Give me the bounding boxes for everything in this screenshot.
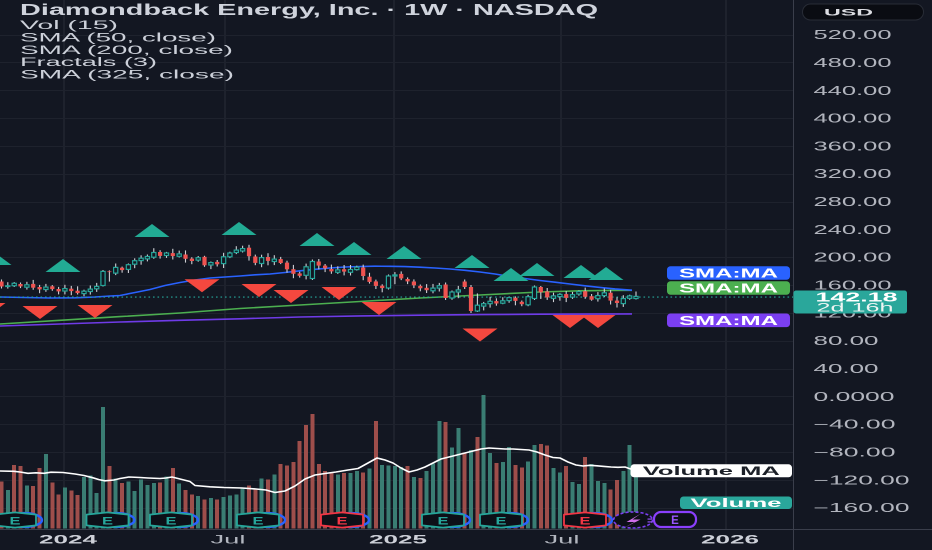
svg-text:SMA (325, close): SMA (325, close) xyxy=(20,70,234,82)
svg-text:−160.00: −160.00 xyxy=(814,501,910,515)
svg-text:USD: USD xyxy=(824,8,873,19)
svg-text:240.00: 240.00 xyxy=(814,223,892,237)
svg-text:E: E xyxy=(438,516,449,528)
svg-text:SMA:MA: SMA:MA xyxy=(679,267,778,281)
svg-text:Volume: Volume xyxy=(691,498,782,510)
svg-text:SMA (50, close): SMA (50, close) xyxy=(20,33,216,45)
svg-text:280.00: 280.00 xyxy=(814,195,892,209)
svg-text:SMA:MA: SMA:MA xyxy=(679,282,778,296)
svg-text:2026: 2026 xyxy=(701,533,760,547)
svg-text:80.00: 80.00 xyxy=(814,334,879,348)
svg-text:Jul: Jul xyxy=(211,533,246,547)
svg-text:Jul: Jul xyxy=(545,533,580,547)
svg-text:480.00: 480.00 xyxy=(814,56,892,70)
svg-text:Fractals (3): Fractals (3) xyxy=(20,57,157,69)
svg-text:0.0000: 0.0000 xyxy=(814,390,895,404)
svg-text:E: E xyxy=(253,516,264,528)
svg-text:2025: 2025 xyxy=(369,533,428,547)
svg-text:E: E xyxy=(166,516,177,528)
svg-text:−40.00: −40.00 xyxy=(814,418,896,432)
svg-text:440.00: 440.00 xyxy=(814,84,892,98)
svg-text:142.18: 142.18 xyxy=(816,291,898,305)
svg-text:E: E xyxy=(496,516,507,528)
svg-text:Volume MA: Volume MA xyxy=(643,466,780,478)
svg-text:E: E xyxy=(580,516,591,528)
svg-text:160.00: 160.00 xyxy=(814,279,892,293)
svg-text:520.00: 520.00 xyxy=(814,28,892,42)
svg-text:Vol (15): Vol (15) xyxy=(20,20,118,32)
svg-text:E: E xyxy=(10,516,21,528)
svg-text:E: E xyxy=(102,516,113,528)
svg-text:E: E xyxy=(671,515,679,527)
svg-text:40.00: 40.00 xyxy=(814,362,879,376)
svg-text:Diamondback Energy, Inc. · 1W: Diamondback Energy, Inc. · 1W · NASDAQ xyxy=(20,2,598,19)
svg-text:SMA (200, close): SMA (200, close) xyxy=(20,45,233,57)
svg-text:400.00: 400.00 xyxy=(814,112,892,126)
svg-text:2024: 2024 xyxy=(39,533,98,547)
svg-text:360.00: 360.00 xyxy=(814,139,892,153)
svg-text:E: E xyxy=(337,516,348,528)
svg-text:−80.00: −80.00 xyxy=(814,446,896,460)
svg-text:320.00: 320.00 xyxy=(814,167,892,181)
svg-text:2d 16h: 2d 16h xyxy=(817,303,894,315)
svg-text:=: = xyxy=(647,516,653,527)
svg-text:SMA:MA: SMA:MA xyxy=(679,314,778,328)
svg-text:−120.00: −120.00 xyxy=(814,473,910,487)
svg-text:200.00: 200.00 xyxy=(814,251,892,265)
